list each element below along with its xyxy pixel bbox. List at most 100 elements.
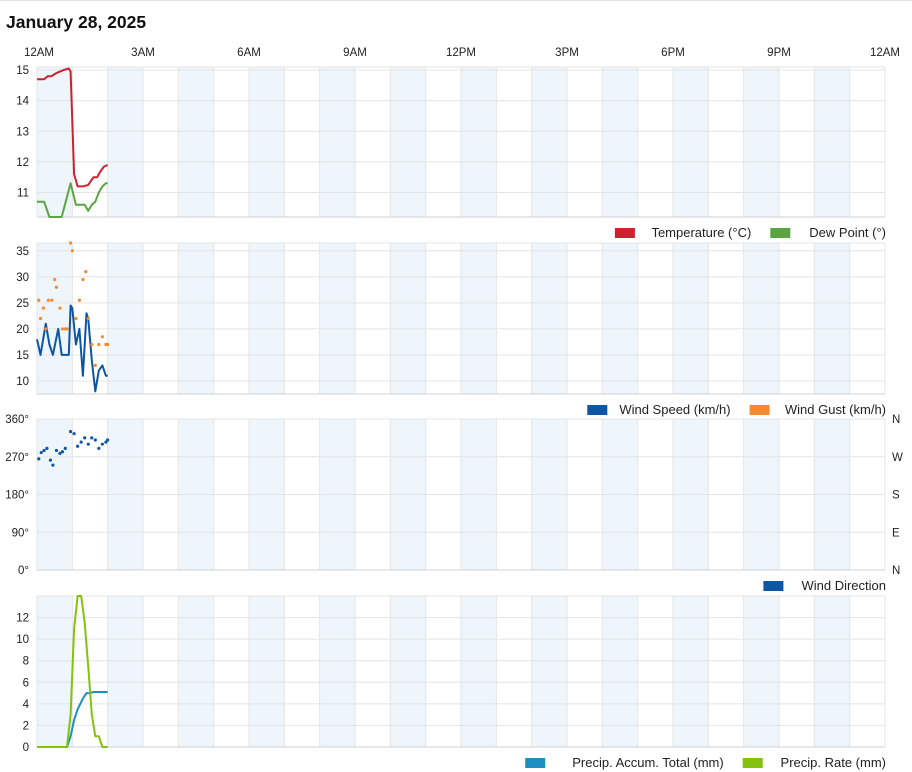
y-tick-label: 180° — [5, 490, 29, 502]
hour-band — [390, 67, 426, 217]
wind-direction-point — [72, 432, 76, 436]
hour-band — [107, 596, 143, 747]
legend-panel-4: Precip. Rate (mm) Precip. Accum. Total (m… — [525, 755, 886, 770]
wind-direction-point — [100, 442, 104, 446]
x-tick-label: 12AM — [24, 47, 54, 59]
wind-direction-point — [51, 463, 55, 467]
wind-direction-point — [79, 440, 83, 444]
y-tick-label: 13 — [16, 126, 29, 138]
wind-speed-km-h-line — [36, 304, 108, 393]
top-divider — [0, 0, 912, 1]
wind-direction-point — [37, 457, 41, 461]
wind-direction-point — [45, 446, 49, 450]
y-tick-label: 11 — [17, 188, 29, 200]
wind-gust-km-h-point — [37, 298, 41, 302]
compass-label: N — [892, 565, 900, 577]
x-tick-label: 9PM — [767, 47, 791, 59]
wind-gust-km-h-point — [77, 298, 81, 302]
wind-gust-km-h-point — [38, 316, 43, 321]
x-tick-label: 3AM — [131, 47, 155, 59]
legend-label: Wind Speed (km/h) — [619, 402, 730, 417]
hour-band — [37, 596, 73, 747]
wind-gust-km-h-point — [70, 249, 74, 253]
wind-direction-point — [39, 450, 43, 455]
y-tick-label: 6 — [23, 677, 29, 689]
compass-label: S — [892, 490, 900, 502]
legend-panel-1: Dew Point (°) Temperature (°C) — [614, 225, 886, 240]
temperature-c-line — [37, 67, 109, 188]
wind-gust-km-h-point — [41, 306, 45, 310]
wind-gust-km-h-point — [90, 342, 94, 347]
y-tick-label: 4 — [23, 699, 30, 711]
x-tick-label: 6PM — [661, 47, 685, 59]
hour-band — [673, 596, 709, 747]
y-tick-label: 10 — [16, 376, 29, 388]
hour-band — [37, 67, 73, 217]
wind-gust-km-h-point — [93, 363, 97, 367]
wind-direction-point — [63, 446, 67, 450]
wind-gust-km-h-point — [65, 327, 69, 331]
y-tick-label: 14 — [16, 96, 29, 108]
y-tick-label: 8 — [23, 656, 29, 668]
wind-gust-km-h-point — [44, 327, 48, 331]
hour-band — [673, 67, 709, 217]
hour-band — [531, 243, 567, 394]
hour-band — [602, 67, 638, 217]
hour-band — [602, 596, 638, 747]
hour-band — [178, 67, 214, 217]
hour-band — [743, 243, 779, 394]
chart-panel-1: 11 12 13 14 15 — [16, 65, 886, 218]
legend-label: Precip. Accum. Total (mm) — [572, 755, 723, 770]
legend-label: Dew Point (°) — [809, 225, 886, 240]
hour-band — [390, 596, 426, 747]
wind-direction-point — [104, 440, 108, 444]
legend-swatch — [763, 581, 784, 591]
precip-accum-total-mm-line — [37, 691, 108, 748]
wind-direction-point — [58, 451, 62, 455]
wind-direction-point — [90, 436, 94, 440]
legend-swatch — [587, 405, 608, 415]
wind-direction-point — [60, 450, 65, 454]
x-tick-label: 12PM — [446, 47, 476, 59]
wind-direction-point — [106, 438, 110, 442]
hour-band — [461, 596, 497, 747]
chart-panel-2: 10 15 20 25 30 35 — [16, 241, 886, 395]
hour-band — [319, 243, 355, 394]
hour-band — [319, 67, 355, 217]
hour-band — [743, 67, 779, 217]
hour-band — [249, 596, 285, 747]
hour-band — [249, 243, 285, 394]
wind-direction-point — [83, 436, 87, 440]
hour-band — [249, 67, 285, 217]
legend-swatch — [770, 228, 791, 238]
legend-panel-3: Wind Direction — [763, 578, 886, 593]
legend-label: Wind Direction — [801, 578, 886, 593]
compass-label: E — [892, 527, 900, 539]
legend-label: Wind Gust (km/h) — [785, 402, 886, 417]
wind-gust-km-h-point — [86, 316, 90, 321]
wind-gust-km-h-point — [53, 277, 57, 282]
wind-direction-point — [68, 429, 73, 434]
y-tick-label: 20 — [16, 324, 29, 336]
y-tick-label: 0 — [23, 742, 29, 754]
hour-band — [107, 243, 143, 394]
wind-gust-km-h-point — [97, 342, 101, 347]
hour-band — [673, 243, 709, 394]
precip-rate-mm-line — [37, 595, 108, 748]
wind-gust-km-h-point — [54, 285, 59, 289]
hour-band — [319, 596, 355, 747]
wind-direction-point — [93, 438, 97, 442]
hour-band — [461, 67, 497, 217]
hour-band — [107, 67, 143, 217]
y-tick-label: 2 — [23, 720, 29, 732]
hour-band — [531, 596, 567, 747]
y-tick-label: 30 — [16, 272, 29, 284]
legend-swatch — [749, 405, 770, 415]
legend-swatch — [742, 758, 763, 768]
wind-gust-km-h-point — [58, 306, 62, 310]
x-tick-label: 3PM — [555, 47, 579, 59]
chart-panel-3: 0° 90° 180° 270° 360° N E S W N — [5, 414, 903, 577]
hour-band — [814, 67, 850, 217]
y-tick-label: 15 — [16, 350, 29, 362]
y-tick-label: 90° — [12, 527, 29, 539]
